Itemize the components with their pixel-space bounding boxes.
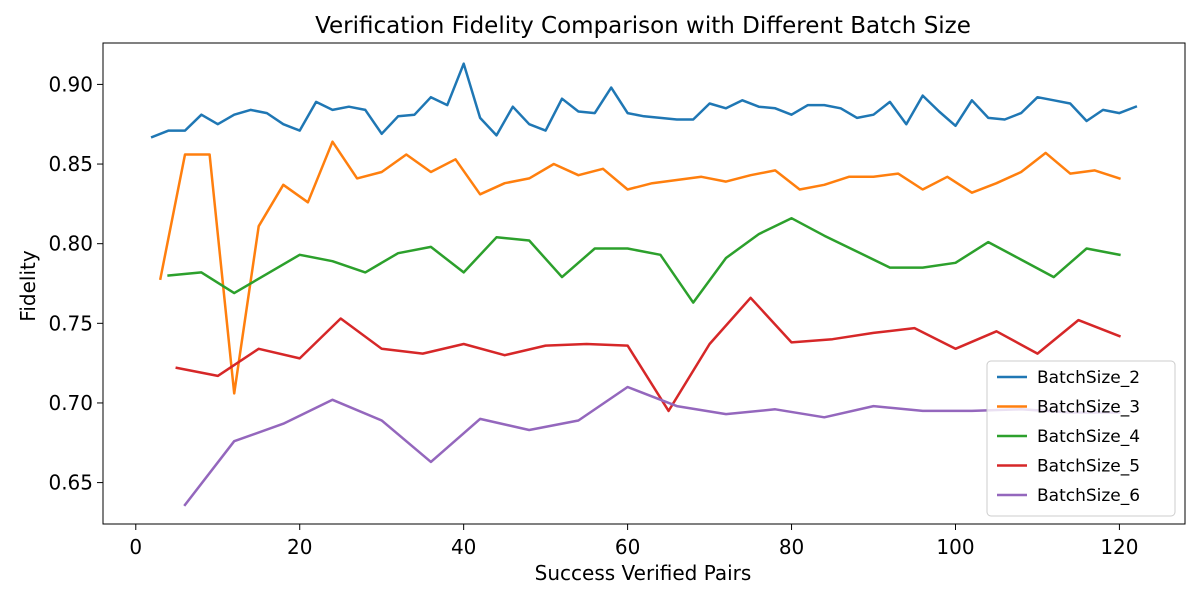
x-axis-label: Success Verified Pairs (535, 561, 752, 585)
plot-frame (102, 42, 1186, 525)
y-axis-label: Fidelity (16, 250, 40, 322)
y-tick-label: 0.90 (48, 72, 93, 96)
legend-label: BatchSize_4 (1037, 427, 1140, 447)
legend-label: BatchSize_6 (1037, 486, 1140, 506)
y-tick-label: 0.85 (48, 152, 93, 176)
y-tick-label: 0.80 (48, 232, 93, 256)
series-line-batchsize-2 (150, 62, 1138, 139)
series-line-batchsize-6 (183, 385, 1121, 507)
legend-box (986, 360, 1176, 517)
legend-label: BatchSize_2 (1037, 368, 1140, 388)
x-tick-label: 60 (615, 535, 640, 559)
y-tick-label: 0.75 (48, 311, 93, 335)
plot-area: 0 20 40 60 80 100 120 0.65 0.70 0.75 0.80 0.85 0.90 (48, 42, 1186, 559)
x-tick-label: 0 (129, 535, 142, 559)
y-tick-label: 0.65 (48, 471, 93, 495)
y-tick-label: 0.70 (48, 391, 93, 415)
series-line-batchsize-3 (158, 140, 1121, 395)
x-tick-label: 100 (936, 535, 974, 559)
chart-title: Verification Fidelity Comparison with Di… (315, 13, 971, 39)
legend-label: BatchSize_5 (1037, 457, 1140, 477)
x-tick-label: 20 (287, 535, 312, 559)
legend: BatchSize_2 BatchSize_3 BatchSize_4 BatchSi… (986, 360, 1176, 517)
x-tick-label: 80 (779, 535, 804, 559)
x-tick-label: 40 (451, 535, 476, 559)
series-line-batchsize-4 (167, 216, 1121, 304)
x-tick-label: 120 (1100, 535, 1138, 559)
legend-label: BatchSize_3 (1037, 398, 1140, 418)
series-line-batchsize-5 (175, 296, 1122, 413)
